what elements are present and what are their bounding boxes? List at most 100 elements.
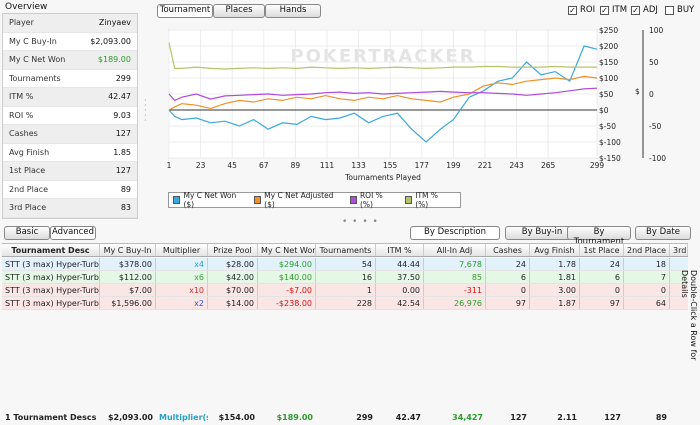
by-tournament-button[interactable]: By Tournament (567, 226, 631, 247)
x-tick-label: 23 (196, 161, 206, 170)
table-cell: 54 (316, 258, 376, 270)
column-header[interactable]: Tournament Desc (2, 244, 100, 256)
by-date-button[interactable]: By Date (635, 226, 691, 240)
adj-checkbox[interactable]: ✓ ADJ (631, 5, 658, 15)
vertical-splitter[interactable]: · · · · · (144, 96, 147, 125)
overview-row: ITM % 42.47 (3, 88, 137, 107)
table-cell: $70.00 (208, 284, 258, 296)
buy-checkbox[interactable]: BUY (665, 5, 694, 15)
table-cell: $14.00 (208, 297, 258, 309)
roi-checkbox[interactable]: ✓ ROI (568, 5, 595, 15)
column-header[interactable]: Tournaments (316, 244, 376, 256)
x-tick-label: 133 (351, 161, 366, 170)
column-header[interactable]: Multiplier (156, 244, 208, 256)
table-cell: 37.50 (376, 271, 424, 283)
tab-tournament-label: Tournament (159, 5, 211, 15)
y-left-tick-label: $250 (599, 26, 618, 35)
basic-button[interactable]: Basic (4, 226, 50, 240)
y-left-tick-label: $100 (599, 74, 618, 83)
overview-value: 83 (120, 203, 131, 213)
table-row[interactable]: STT (3 max) Hyper-Turbo $112.00 x6 $42.00 $1… (2, 271, 688, 284)
table-row[interactable]: STT (3 max) Hyper-Turbo $378.00 x4 $28.00 $2… (2, 258, 688, 271)
grid-footer: 1 Tournament Descs $2,093.00 Multiplier(s)… (2, 411, 688, 424)
overview-value: 127 (115, 129, 131, 139)
overview-row: Player Zinyaev (3, 14, 137, 33)
table-cell: 228 (316, 297, 376, 309)
overview-label: Player (9, 18, 34, 28)
x-tick-label: 265 (541, 161, 556, 170)
overview-label: My C Net Won (9, 55, 66, 65)
overview-label: My C Buy-In (9, 36, 57, 46)
legend-swatch (253, 196, 262, 204)
table-cell: 3.00 (530, 284, 580, 296)
series-line-2 (168, 87, 598, 102)
table-cell: x6 (156, 271, 208, 283)
table-row[interactable]: STT (3 max) Hyper-Turbo $7.00 x10 $70.00 -$7… (2, 284, 688, 297)
footer-cell: 89 (655, 413, 667, 422)
overview-label: ROI % (9, 110, 34, 120)
buy-check-box (665, 5, 674, 15)
column-header[interactable]: 1st Place (580, 244, 624, 256)
column-header[interactable]: Prize Pool (208, 244, 258, 256)
table-cell: 7 (624, 271, 670, 283)
overview-value: 127 (115, 166, 131, 176)
legend-item: My C Net Won ($) (173, 191, 244, 209)
table-cell: $7.00 (100, 284, 156, 296)
table-cell: 1.87 (530, 297, 580, 309)
y-left-label: $ (635, 87, 640, 96)
tab-places[interactable]: Places (213, 4, 265, 18)
table-cell: $378.00 (100, 258, 156, 270)
horizontal-splitter[interactable]: • • • • (342, 217, 379, 227)
column-header[interactable]: Cashes (486, 244, 530, 256)
tab-tournament[interactable]: Tournament (157, 4, 213, 18)
overview-row: 3rd Place 83 (3, 199, 137, 218)
by-date-label: By Date (646, 227, 680, 237)
x-tick-label: 155 (383, 161, 398, 170)
footer-cell: 2.11 (557, 413, 577, 422)
legend-label: ROI % (%) (359, 191, 383, 209)
overview-row: My C Buy-In $2,093.00 (3, 33, 137, 51)
overview-label: Cashes (9, 129, 38, 139)
itm-checkbox[interactable]: ✓ ITM (600, 5, 627, 15)
column-header[interactable]: ITM % (376, 244, 424, 256)
table-cell: -311 (424, 284, 486, 296)
x-tick-label: 177 (415, 161, 430, 170)
legend-label: My C Net Adjusted ($) (264, 191, 334, 209)
footer-cell: $2,093.00 (107, 413, 153, 422)
footer-cell: $154.00 (218, 413, 255, 422)
column-header[interactable]: 3rd P (670, 244, 688, 256)
y-right-tick-label: 0 (649, 90, 654, 99)
double-click-hint: Double-Click a Row for Details (680, 270, 698, 361)
by-description-button[interactable]: By Description (410, 226, 500, 240)
table-cell: $294.00 (258, 258, 316, 270)
tab-hands[interactable]: Hands (265, 4, 321, 18)
overview-label: 3rd Place (9, 203, 47, 213)
advanced-button[interactable]: Advanced (50, 226, 96, 240)
advanced-button-label: Advanced (52, 227, 94, 237)
y-left-tick-label: $0 (599, 106, 609, 115)
column-header[interactable]: All-In Adj (424, 244, 486, 256)
series-line-3 (168, 42, 597, 70)
table-cell: 0 (580, 284, 624, 296)
table-cell: $42.00 (208, 271, 258, 283)
column-header[interactable]: My C Net Won (258, 244, 316, 256)
footer-cell: 127 (510, 413, 527, 422)
overview-row: 1st Place 127 (3, 162, 137, 181)
table-cell: 1 (316, 284, 376, 296)
y-left-tick-label: $-100 (599, 138, 621, 147)
by-tournament-label: By Tournament (573, 227, 625, 247)
column-header[interactable]: 2nd Place (624, 244, 670, 256)
overview-label: Tournaments (9, 73, 61, 83)
table-cell: 7,678 (424, 258, 486, 270)
by-buyin-button[interactable]: By Buy-in (505, 226, 579, 240)
column-header[interactable]: My C Buy-In (100, 244, 156, 256)
performance-chart: POKERTRACKER 1 23 45 67 89 111 133 155 177 199 221 2… (167, 26, 667, 182)
table-cell: $28.00 (208, 258, 258, 270)
y-left-tick-label: $150 (599, 58, 618, 67)
table-cell: 85 (424, 271, 486, 283)
overview-value: 299 (115, 73, 131, 83)
table-row[interactable]: STT (3 max) Hyper-Turbo $1,596.00 x2 $14.00… (2, 297, 688, 310)
overview-row: ROI % 9.03 (3, 107, 137, 125)
table-cell: STT (3 max) Hyper-Turbo (2, 258, 100, 270)
column-header[interactable]: Avg Finish (530, 244, 580, 256)
